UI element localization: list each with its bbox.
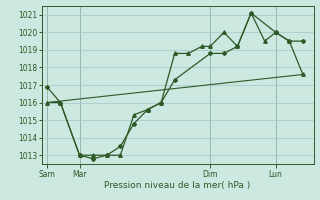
- X-axis label: Pression niveau de la mer( hPa ): Pression niveau de la mer( hPa ): [104, 181, 251, 190]
